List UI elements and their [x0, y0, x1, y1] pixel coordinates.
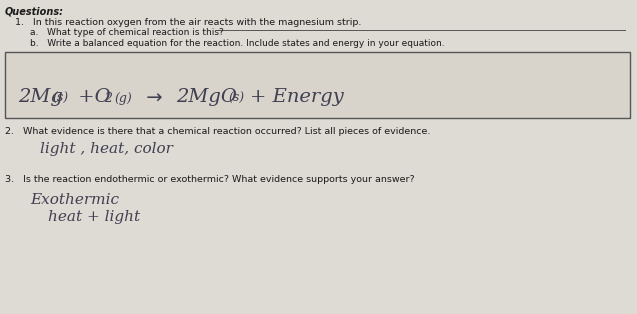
Text: 3.   Is the reaction endothermic or exothermic? What evidence supports your answ: 3. Is the reaction endothermic or exothe… — [5, 175, 415, 184]
Text: 2: 2 — [104, 92, 112, 105]
Text: (s): (s) — [228, 92, 244, 105]
Text: (s): (s) — [52, 92, 68, 105]
Text: 2.   What evidence is there that a chemical reaction occurred? List all pieces o: 2. What evidence is there that a chemica… — [5, 127, 431, 136]
Text: Questions:: Questions: — [5, 7, 64, 17]
Text: 2Mg: 2Mg — [18, 88, 63, 106]
Text: Exothermic: Exothermic — [30, 193, 119, 207]
Text: heat + light: heat + light — [48, 210, 140, 224]
FancyBboxPatch shape — [5, 52, 630, 118]
Text: b.   Write a balanced equation for the reaction. Include states and energy in yo: b. Write a balanced equation for the rea… — [30, 39, 445, 48]
Text: +O: +O — [72, 88, 111, 106]
Text: + Energy: + Energy — [250, 88, 344, 106]
Text: light , heat, color: light , heat, color — [40, 142, 173, 156]
Text: (g): (g) — [114, 92, 132, 105]
Text: →: → — [140, 88, 169, 107]
Text: 1.   In this reaction oxygen from the air reacts with the magnesium strip.: 1. In this reaction oxygen from the air … — [15, 18, 361, 27]
Text: a.   What type of chemical reaction is this?: a. What type of chemical reaction is thi… — [30, 28, 224, 37]
Text: 2MgO: 2MgO — [176, 88, 237, 106]
